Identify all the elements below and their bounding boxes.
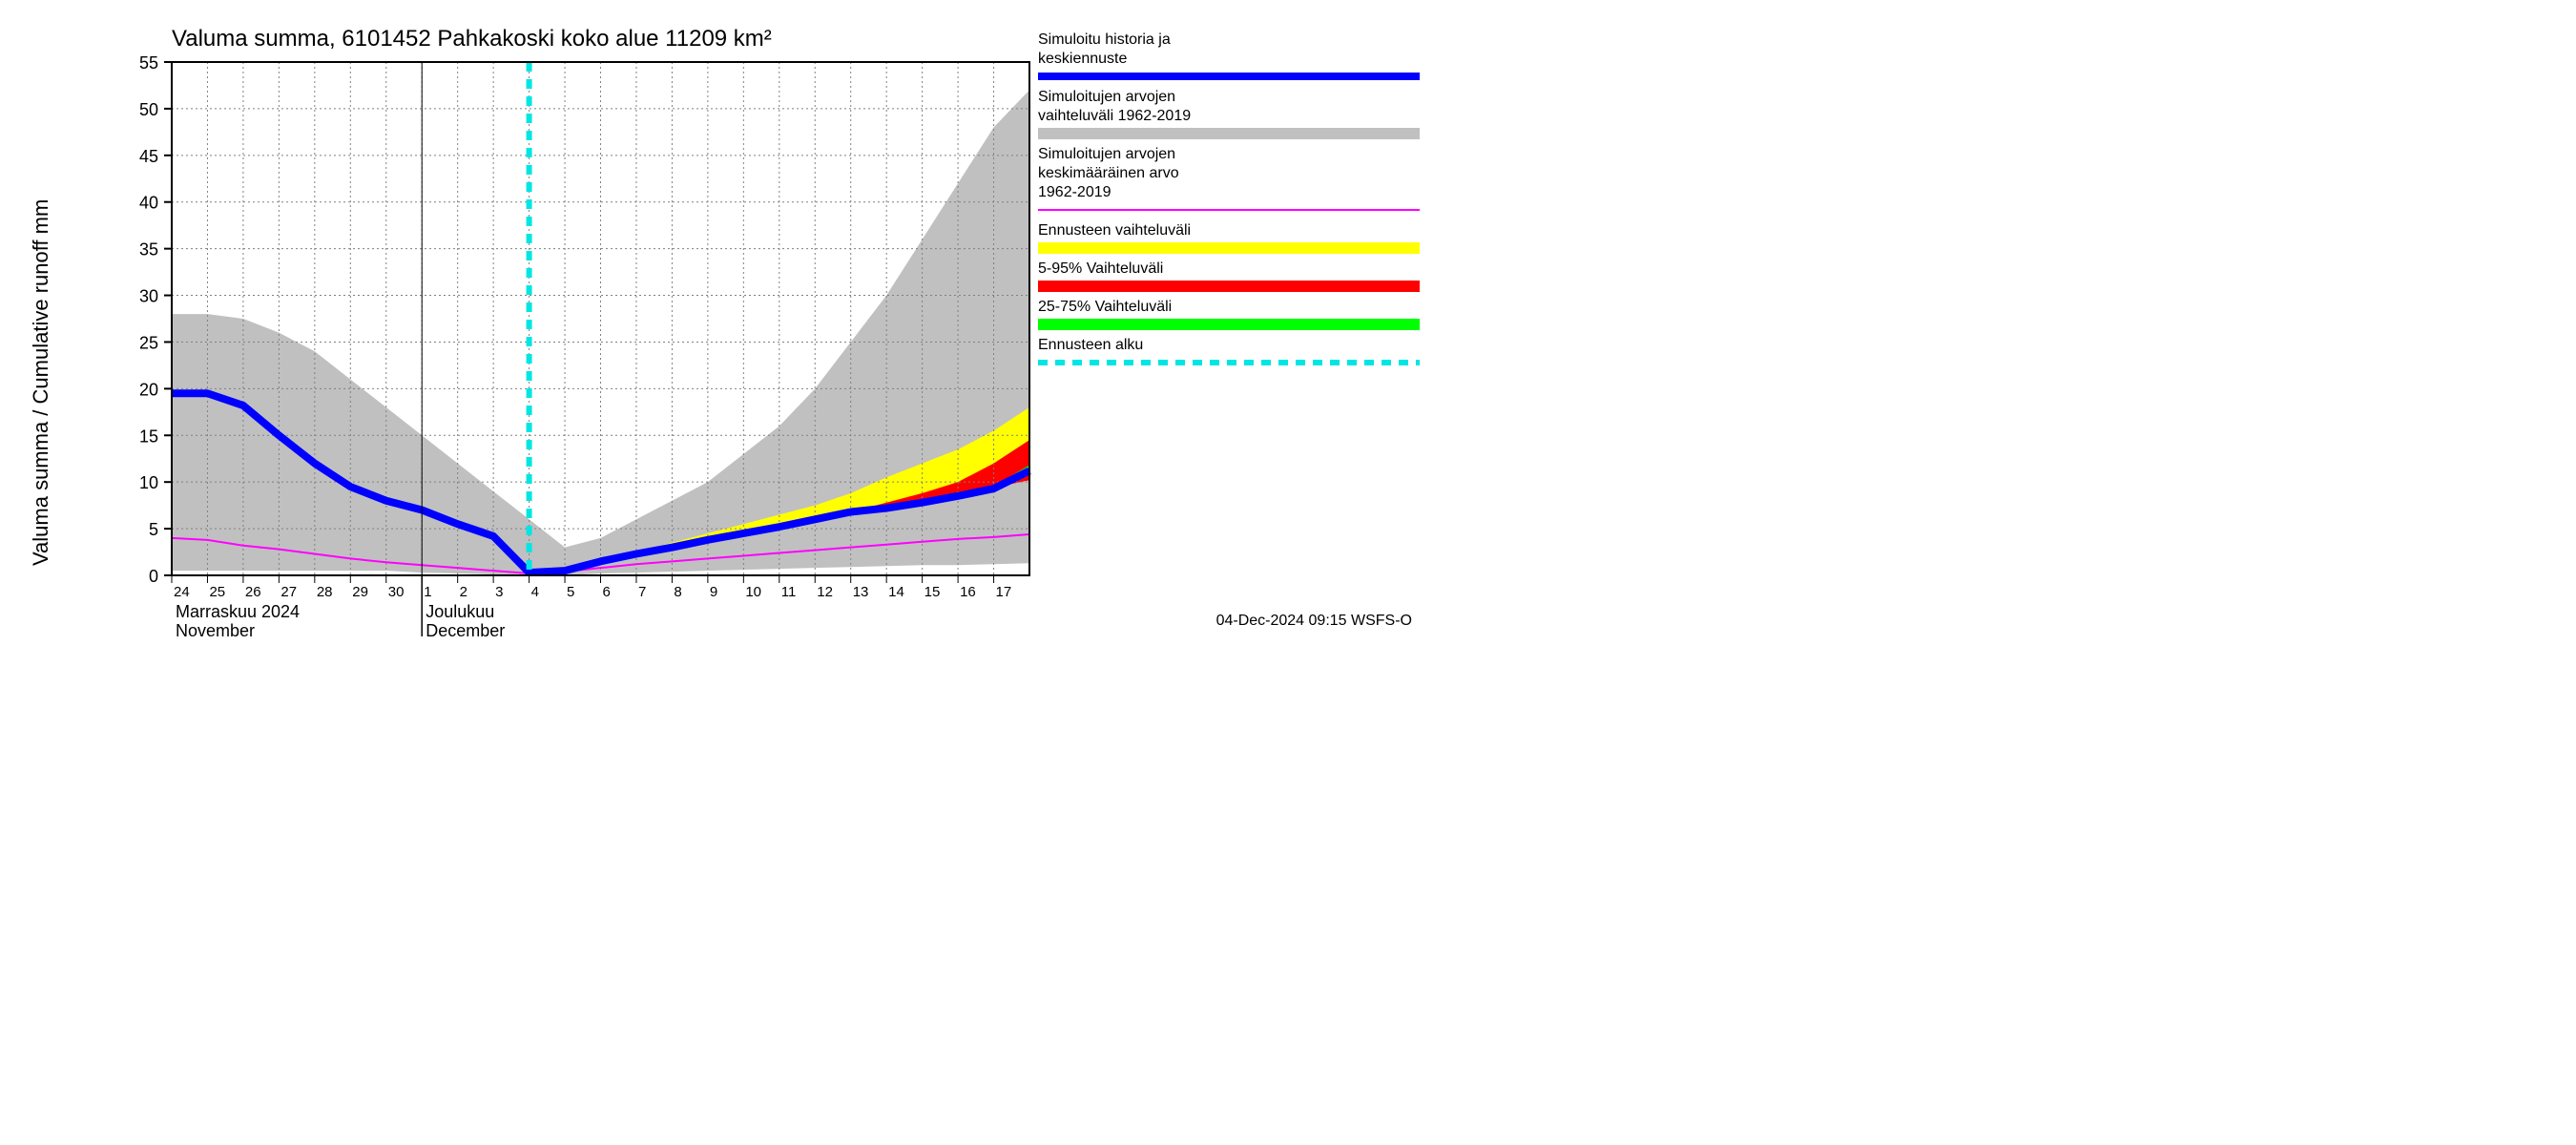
y-tick-label: 5: [149, 520, 158, 539]
legend-label: Simuloitujen arvojen: [1038, 146, 1175, 162]
chart-container: 0510152025303540455055242526272829301234…: [0, 0, 1431, 636]
x-tick-label: 3: [495, 584, 503, 600]
legend-label: Ennusteen alku: [1038, 337, 1143, 353]
x-tick-label: 16: [960, 584, 976, 600]
y-tick-label: 25: [139, 333, 158, 352]
legend-label: 25-75% Vaihteluväli: [1038, 299, 1172, 315]
x-tick-label: 24: [174, 584, 190, 600]
x-tick-label: 15: [924, 584, 941, 600]
month-label-fi: Marraskuu 2024: [176, 602, 300, 621]
x-tick-label: 11: [781, 584, 797, 600]
y-tick-label: 30: [139, 287, 158, 306]
legend-swatch: [1038, 281, 1420, 292]
x-tick-label: 4: [531, 584, 539, 600]
legend-label: Simuloitujen arvojen: [1038, 89, 1175, 105]
legend-label: 5-95% Vaihteluväli: [1038, 260, 1163, 277]
chart-footer: 04-Dec-2024 09:15 WSFS-O: [1216, 613, 1412, 629]
month-label-en: November: [176, 621, 255, 636]
x-tick-label: 30: [388, 584, 405, 600]
x-tick-label: 6: [603, 584, 611, 600]
month-label-en: December: [426, 621, 505, 636]
x-tick-label: 8: [674, 584, 681, 600]
x-tick-label: 29: [352, 584, 368, 600]
y-tick-label: 40: [139, 194, 158, 213]
x-tick-label: 17: [996, 584, 1012, 600]
x-tick-label: 13: [853, 584, 869, 600]
x-tick-label: 27: [280, 584, 297, 600]
y-tick-label: 45: [139, 147, 158, 166]
x-tick-label: 5: [567, 584, 574, 600]
chart-title: Valuma summa, 6101452 Pahkakoski koko al…: [172, 26, 772, 52]
x-tick-label: 1: [424, 584, 431, 600]
y-tick-label: 15: [139, 427, 158, 446]
y-tick-label: 55: [139, 53, 158, 73]
legend-label: keskimääräinen arvo: [1038, 165, 1179, 181]
x-tick-label: 14: [888, 584, 904, 600]
legend-label: Simuloitu historia ja: [1038, 31, 1171, 48]
x-tick-label: 12: [817, 584, 833, 600]
legend-swatch: [1038, 128, 1420, 139]
y-tick-label: 20: [139, 380, 158, 399]
x-tick-label: 25: [209, 584, 225, 600]
x-tick-label: 2: [460, 584, 467, 600]
x-tick-label: 26: [245, 584, 261, 600]
runoff-chart: 0510152025303540455055242526272829301234…: [0, 0, 1431, 636]
y-axis-label: Valuma summa / Cumulative runoff mm: [29, 199, 52, 566]
y-tick-label: 50: [139, 100, 158, 119]
legend-label: 1962-2019: [1038, 184, 1111, 200]
legend-swatch: [1038, 242, 1420, 254]
legend-label: vaihteluväli 1962-2019: [1038, 108, 1191, 124]
legend-swatch: [1038, 319, 1420, 330]
month-label-fi: Joulukuu: [426, 602, 494, 621]
y-tick-label: 10: [139, 473, 158, 492]
x-tick-label: 10: [745, 584, 761, 600]
legend-label: keskiennuste: [1038, 51, 1127, 67]
x-tick-label: 28: [317, 584, 333, 600]
x-tick-label: 9: [710, 584, 717, 600]
legend-label: Ennusteen vaihteluväli: [1038, 222, 1191, 239]
x-tick-label: 7: [638, 584, 646, 600]
y-tick-label: 0: [149, 567, 158, 586]
y-tick-label: 35: [139, 240, 158, 260]
